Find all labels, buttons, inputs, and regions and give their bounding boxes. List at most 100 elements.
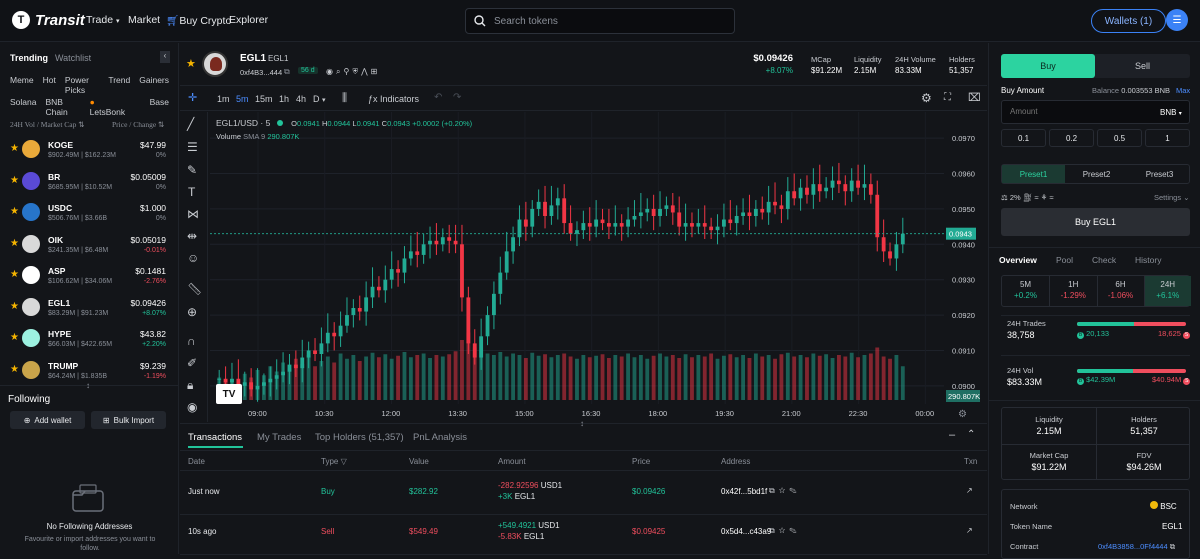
pattern-icon[interactable]: ⋈ xyxy=(187,207,199,221)
sort-vol-mcap[interactable]: 24H Vol / Market Cap ⇅ xyxy=(10,120,85,129)
minimize-icon[interactable]: – xyxy=(949,429,956,441)
quick-amount-0.2[interactable]: 0.2 xyxy=(1049,129,1094,147)
collapse-up-icon[interactable]: ⌃ xyxy=(967,429,976,440)
token-row-hype[interactable]: ★ HYPE $66.03M | $422.65M $43.82 +2.20% xyxy=(0,324,172,355)
lock-icon[interactable]: 🔒︎ xyxy=(187,378,194,392)
tab-check[interactable]: Check xyxy=(1092,255,1117,265)
token-row-trump[interactable]: ★ TRUMP $64.24M | $1.835B $9.239 -1.19% xyxy=(0,356,172,387)
filter-base[interactable]: Base xyxy=(149,97,169,107)
amount-field[interactable]: BNB ▾ xyxy=(1001,100,1190,124)
currency-select[interactable]: BNB ▾ xyxy=(1160,108,1182,117)
camera-icon[interactable]: ⌧ xyxy=(968,92,981,104)
tab-transactions[interactable]: Transactions xyxy=(188,432,243,443)
nav-explorer[interactable]: Explorer xyxy=(229,14,269,26)
magnet-icon[interactable]: ∩ xyxy=(187,334,196,348)
address-action-icons[interactable]: ⧉☆✎ xyxy=(769,486,801,495)
interval-d[interactable]: D ▾ xyxy=(313,94,326,104)
quick-amount-1[interactable]: 1 xyxy=(1145,129,1190,147)
star-icon[interactable]: ★ xyxy=(10,237,19,249)
star-icon[interactable]: ★ xyxy=(10,300,19,312)
sort-price-change[interactable]: Price / Change ⇅ xyxy=(112,120,165,129)
external-link-icon[interactable]: ↗ xyxy=(966,526,973,535)
fullscreen-icon[interactable]: ⛶ xyxy=(944,92,951,103)
price-chart[interactable]: 0.0970 0.0960 0.0950 0.0940 0.0930 0.0920 0.09… xyxy=(210,112,987,422)
brush-icon[interactable]: ✎ xyxy=(187,163,198,177)
wallets-button[interactable]: Wallets (1) xyxy=(1091,9,1166,33)
trendline-icon[interactable]: ╱ xyxy=(187,117,195,131)
tab-my-trades[interactable]: My Trades xyxy=(257,432,302,443)
quick-amount-0.5[interactable]: 0.5 xyxy=(1097,129,1142,147)
period-6h[interactable]: 6H -1.06% xyxy=(1096,276,1144,306)
nav-trade[interactable]: Trade ▾ xyxy=(86,14,120,26)
interval-4h[interactable]: 4h xyxy=(296,94,307,104)
chart-settings-icon[interactable]: ⚙ xyxy=(958,409,967,420)
tab-top-holders[interactable]: Top Holders (51,357) xyxy=(315,432,404,443)
horizontal-lines-icon[interactable]: ☰ xyxy=(187,140,198,154)
filter-letsbonk[interactable]: ● LetsBonk xyxy=(89,97,126,117)
col-type[interactable]: Type ▽ xyxy=(321,457,347,466)
add-wallet-button[interactable]: ⊕ Add wallet xyxy=(10,411,85,429)
external-link-icon[interactable]: ↗ xyxy=(966,486,973,495)
bulk-import-button[interactable]: ⊞ Bulk Import xyxy=(91,411,166,429)
star-icon[interactable]: ★ xyxy=(10,174,19,186)
preset2-tab[interactable]: Preset2 xyxy=(1082,169,1111,179)
star-icon[interactable]: ★ xyxy=(10,143,19,154)
buy-token-button[interactable]: Buy EGL1 xyxy=(1001,208,1190,236)
interval-5m[interactable]: 5m xyxy=(236,94,249,104)
filter-hot[interactable]: Hot xyxy=(42,75,56,85)
table-row[interactable]: 10s ago Sell $549.49 +549.4921 USD1 -5.83K E… xyxy=(180,516,987,554)
filter-bnb-chain[interactable]: BNB Chain xyxy=(45,97,68,117)
token-row-asp[interactable]: ★ ASP $106.62M | $34.06M $0.1481 -2.76% xyxy=(0,261,172,292)
indicators-button[interactable]: ƒx Indicators xyxy=(368,94,420,104)
filter-power-picks[interactable]: Power Picks xyxy=(64,75,89,95)
interval-1h[interactable]: 1h xyxy=(279,94,290,104)
resize-handle[interactable]: ↕ xyxy=(580,419,584,428)
interval-15m[interactable]: 15m xyxy=(255,94,273,104)
filter-solana[interactable]: Solana xyxy=(10,97,37,107)
social-icons[interactable]: ◉⌕⚲⛨⋀⊞ xyxy=(326,67,381,76)
tab-pool[interactable]: Pool xyxy=(1056,255,1074,265)
period-5m[interactable]: 5M +0.2% xyxy=(1002,276,1049,306)
preset1-tab[interactable]: Preset1 xyxy=(1002,165,1065,183)
filter-trend[interactable]: Trend xyxy=(108,75,131,85)
collapse-icon[interactable]: ‹ xyxy=(160,51,170,63)
tab-overview[interactable]: Overview xyxy=(999,255,1037,265)
max-button[interactable]: Max xyxy=(1176,86,1191,95)
eye-icon[interactable]: ◉ xyxy=(187,400,198,414)
token-row-oik[interactable]: ★ OIK $241.35M | $6.48M $0.05019 -0.01% xyxy=(0,230,172,261)
star-icon[interactable]: ★ xyxy=(10,206,19,217)
token-row-egl1[interactable]: ★ EGL1 $83.29M | $91.23M $0.09426 +8.07% xyxy=(0,293,172,324)
ruler-icon[interactable]: 📏︎ xyxy=(187,282,203,296)
search-box[interactable] xyxy=(465,8,735,34)
undo-icon[interactable]: ↶ xyxy=(434,92,443,103)
tab-watchlist[interactable]: Watchlist xyxy=(55,53,92,63)
table-row[interactable]: Just now Buy $282.92 -282.92596 USD1 +3K EGL… xyxy=(180,476,987,514)
filter-meme[interactable]: Meme xyxy=(10,75,34,85)
crosshair-icon[interactable]: ✛ xyxy=(188,92,198,104)
filter-gainers[interactable]: Gainers xyxy=(139,75,169,85)
amount-input[interactable] xyxy=(1010,107,1130,116)
settings-link[interactable]: Settings ⌄ xyxy=(1154,193,1190,202)
forecast-icon[interactable]: ⇹ xyxy=(187,229,198,243)
lock-draw-icon[interactable]: ✐ xyxy=(187,356,198,370)
star-icon[interactable]: ★ xyxy=(10,363,19,375)
slippage[interactable]: ⚖ 2% ⛽︎ ≈ ⚘ ≈ xyxy=(1001,193,1054,202)
token-row-br[interactable]: ★ BR $685.95M | $10.52M $0.05009 0% xyxy=(0,167,172,198)
settings-icon[interactable]: ⚙ xyxy=(921,91,932,105)
tradingview-logo[interactable]: TV xyxy=(216,384,242,404)
text-icon[interactable]: T xyxy=(188,185,196,199)
period-1h[interactable]: 1H -1.29% xyxy=(1049,276,1096,306)
tx-address[interactable]: 0x5d4...c43a9 xyxy=(721,527,772,536)
star-icon[interactable]: ★ xyxy=(10,269,19,280)
interval-1m[interactable]: 1m xyxy=(217,94,230,104)
menu-icon[interactable]: ☰ xyxy=(1166,9,1188,31)
quick-amount-0.1[interactable]: 0.1 xyxy=(1001,129,1046,147)
copy-icon[interactable]: ⧉ xyxy=(1169,542,1176,551)
token-row-usdc[interactable]: ★ USDC $506.76M | $3.66B $1.000 0% xyxy=(0,198,172,229)
redo-icon[interactable]: ↷ xyxy=(453,92,462,103)
copy-icon[interactable]: ⧉ xyxy=(284,67,290,76)
nav-buy-crypto[interactable]: 🛒︎Buy Crypto xyxy=(166,15,232,27)
tab-trending[interactable]: Trending xyxy=(10,53,48,63)
preset3-tab[interactable]: Preset3 xyxy=(1145,169,1174,179)
search-input[interactable] xyxy=(494,15,714,27)
